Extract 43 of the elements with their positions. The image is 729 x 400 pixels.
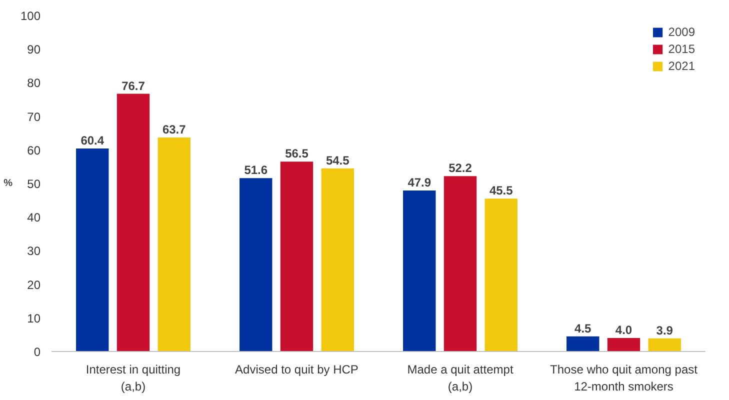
data-label: 47.9: [408, 176, 432, 190]
y-tick-label: 10: [27, 311, 41, 326]
bar: [444, 176, 477, 352]
data-label: 60.4: [80, 134, 104, 148]
data-label: 51.6: [244, 163, 268, 178]
bar: [321, 168, 354, 352]
y-tick-label: 20: [27, 278, 41, 292]
x-tick-label: Those who quit among past 12-month smokers: [550, 362, 698, 394]
y-tick-label: 70: [27, 110, 41, 124]
data-label: 63.7: [162, 122, 186, 136]
bar: [158, 137, 190, 352]
bar: [76, 148, 109, 352]
y-tick-label: 40: [27, 210, 41, 225]
y-tick-label: 50: [27, 177, 41, 191]
x-tick-label: Advised to quit by HCP: [235, 362, 358, 376]
data-label: 76.7: [122, 78, 146, 93]
bar: [240, 178, 272, 352]
bar: [116, 94, 150, 352]
y-tick-label: 60: [27, 143, 41, 158]
data-label: 54.5: [326, 153, 350, 168]
y-tick-label: 100: [20, 9, 41, 23]
data-label: 3.9: [656, 323, 674, 338]
y-tick-label: 30: [27, 244, 41, 258]
data-label: 56.5: [285, 146, 309, 161]
x-tick-label: Made a quit attempt (a,b): [407, 362, 514, 394]
x-tick-label: Interest in quitting (a,b): [86, 362, 181, 394]
y-axis-title: %: [4, 178, 13, 189]
data-label: 52.2: [448, 161, 472, 176]
y-tick-label: 90: [27, 42, 41, 57]
data-label: 4.5: [574, 321, 592, 336]
bar: [648, 338, 681, 352]
legend-label: 2015: [668, 42, 695, 56]
legend-label: 2009: [668, 25, 695, 39]
bar: [403, 190, 436, 352]
legend-label: 2021: [668, 59, 695, 73]
data-label: 4.0: [615, 323, 632, 338]
data-label: 45.5: [489, 184, 514, 198]
y-tick-label: 80: [27, 76, 41, 90]
bar: [566, 336, 600, 352]
bar: [607, 338, 640, 352]
bar: [280, 162, 314, 352]
y-tick-label: 0: [34, 345, 41, 359]
bar: [484, 198, 518, 352]
